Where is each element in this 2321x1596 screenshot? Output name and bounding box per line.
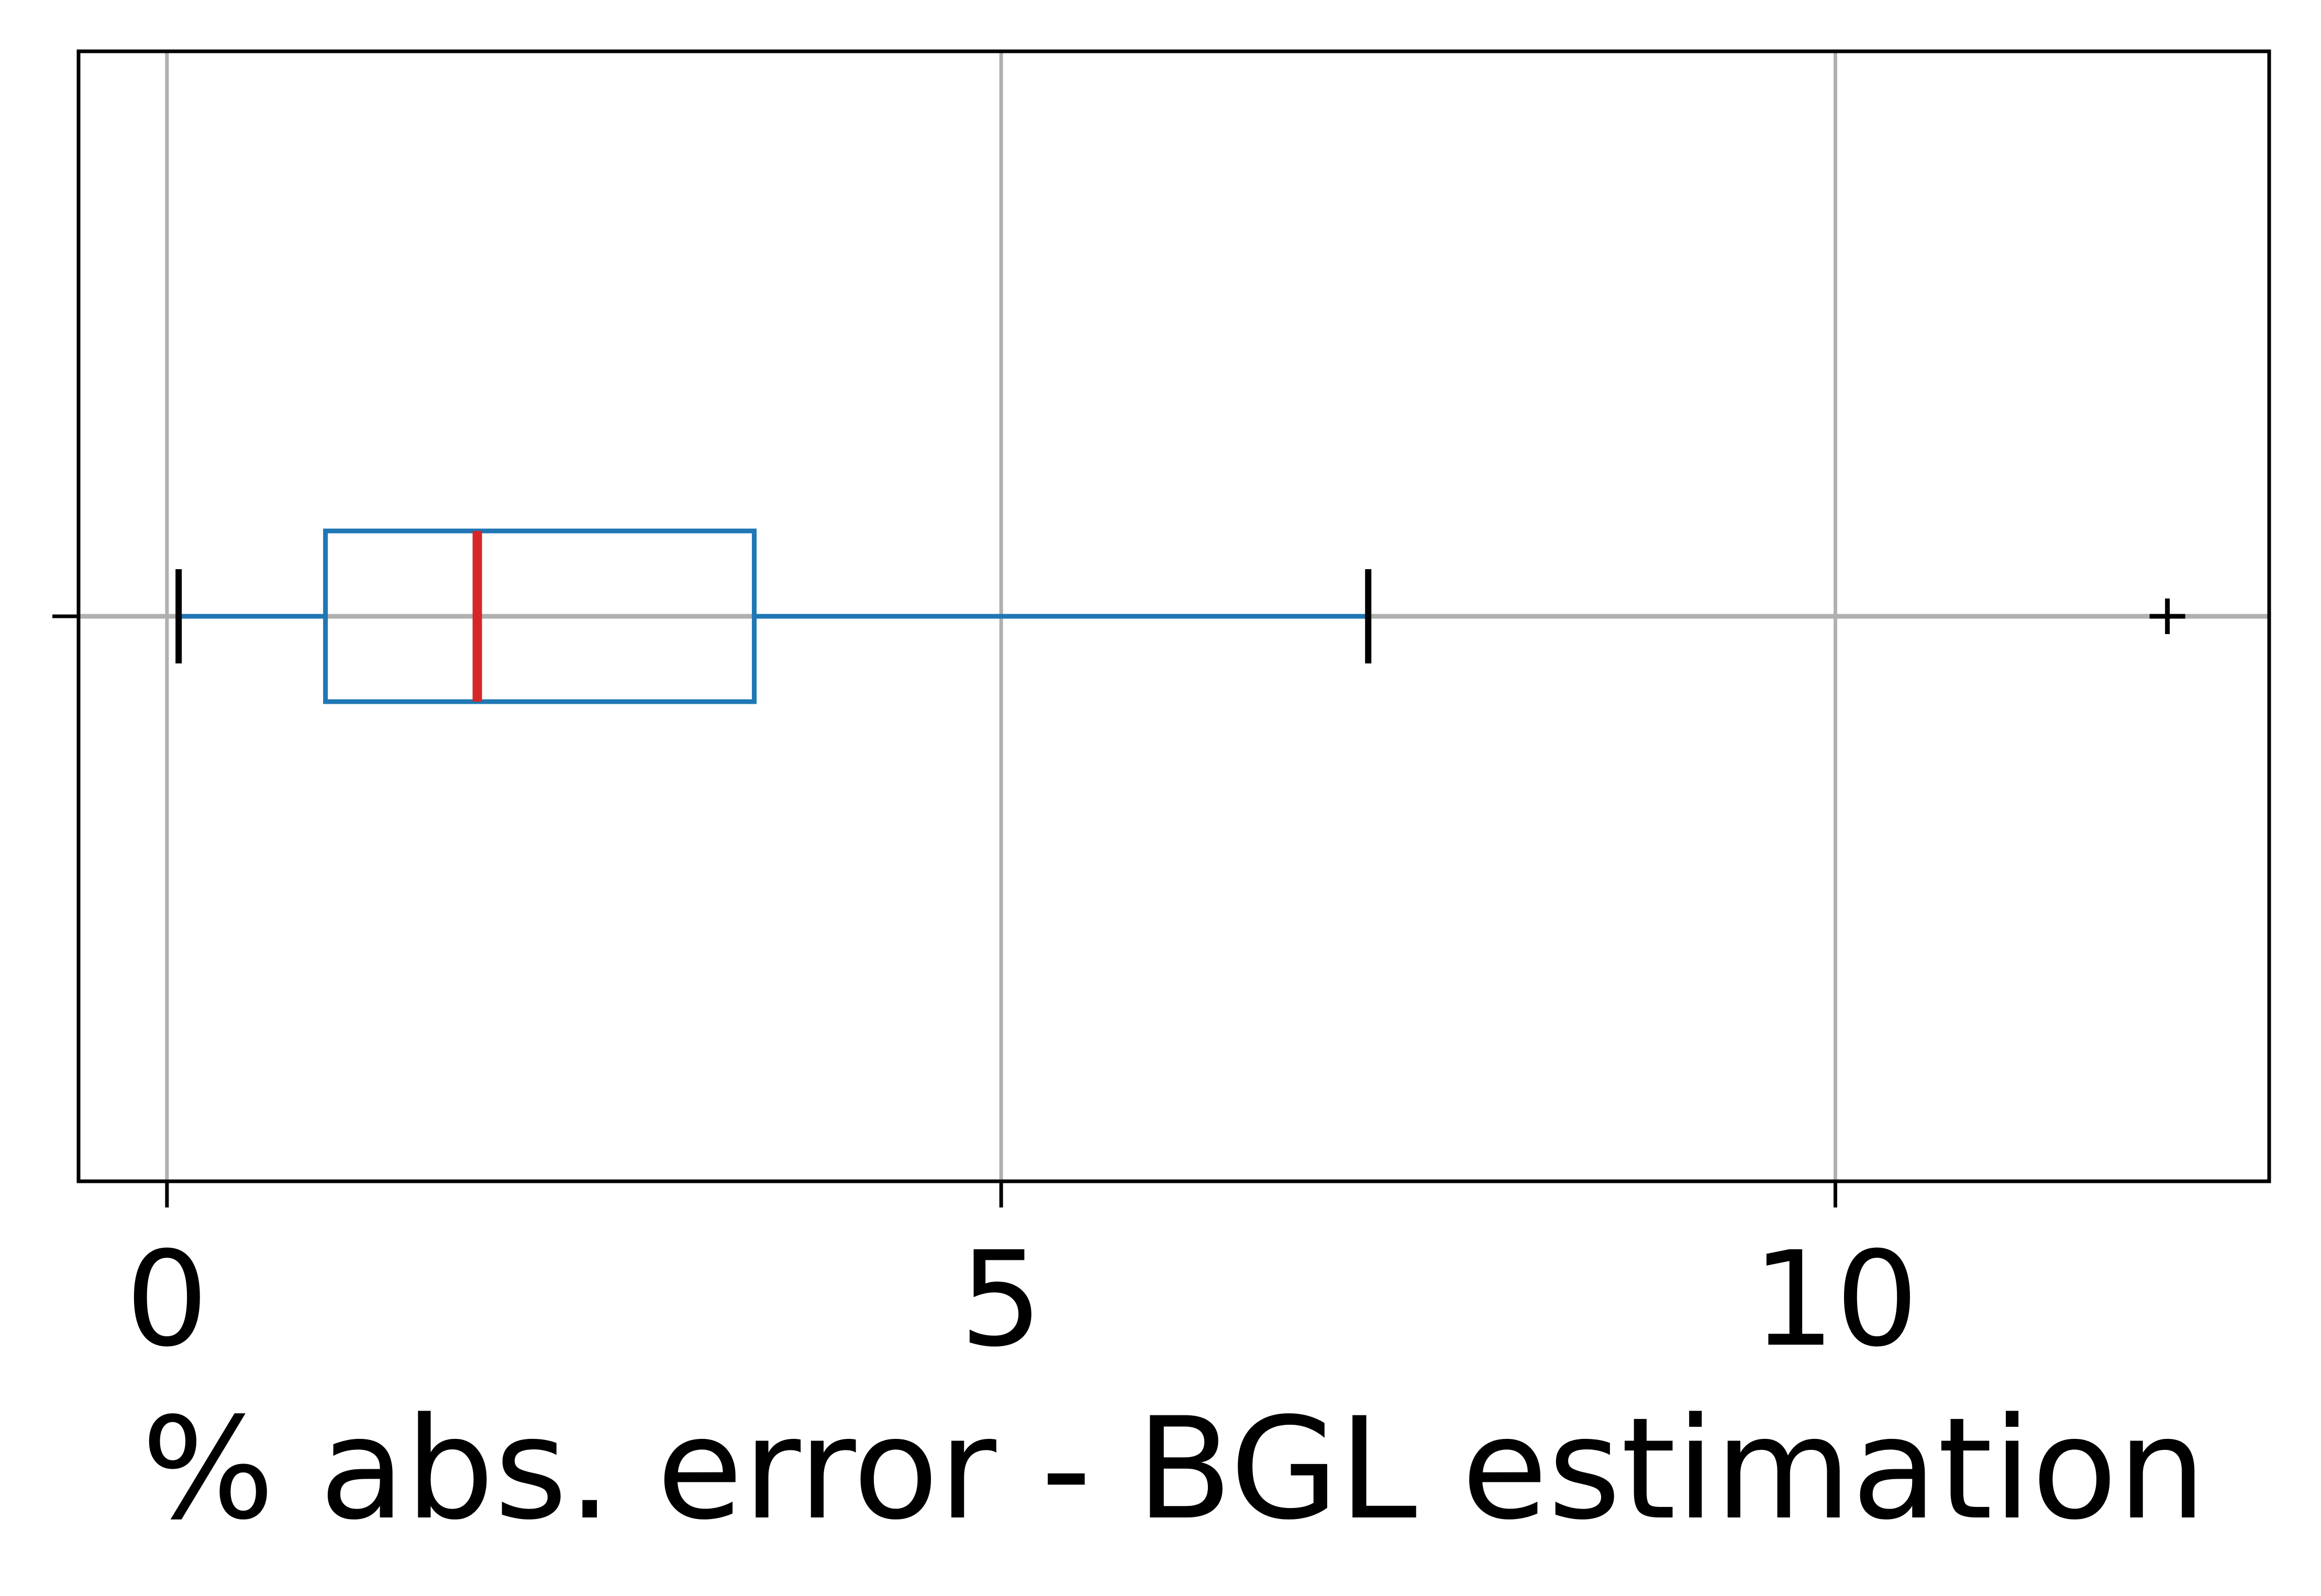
box-plot	[175, 528, 2185, 704]
iqr-box	[323, 528, 757, 704]
x-axis-label: % abs. error - BGL estimation	[141, 1388, 2206, 1551]
outliers	[2149, 598, 2185, 634]
outlier-point	[2149, 598, 2185, 634]
x-tick-label: 0	[125, 1223, 208, 1376]
x-axis-ticks: 0 5 10	[125, 1181, 1919, 1376]
x-tick-label: 10	[1752, 1223, 1918, 1376]
x-tick-label: 5	[960, 1223, 1043, 1376]
